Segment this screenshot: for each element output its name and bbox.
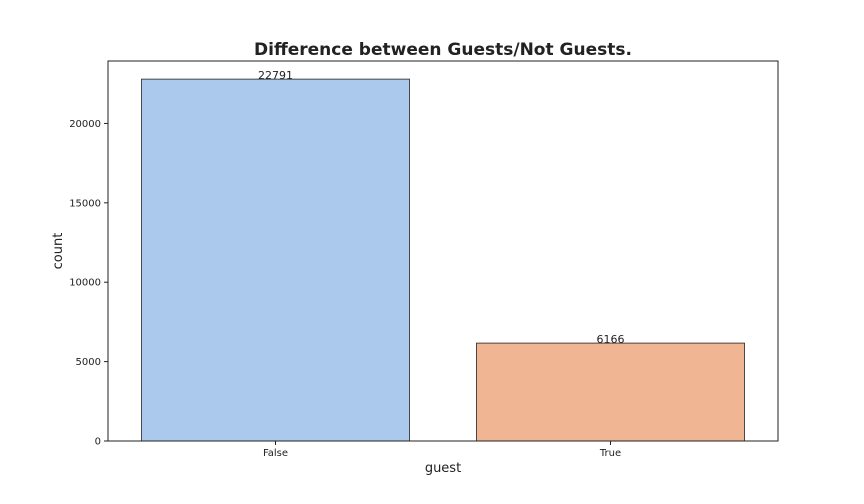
y-tick-label: 0 (95, 437, 101, 448)
x-tick-label: True (599, 448, 621, 459)
plot-frame (107, 60, 779, 442)
y-tick-label: 20000 (69, 119, 101, 130)
plot-area: 22791 False 6166 True 0 5000 10000 15000 20000 (69, 69, 745, 459)
y-tick-label: 10000 (69, 278, 101, 289)
x-tick-label: False (263, 448, 288, 459)
chart-title: Difference between Guests/Not Guests. (254, 40, 632, 60)
bar-false (141, 78, 410, 442)
y-tick-label: 15000 (69, 198, 101, 209)
x-axis-label: guest (425, 461, 461, 476)
bar-true (476, 342, 745, 442)
y-tick-label: 5000 (76, 357, 101, 368)
data-label-false: 22791 (258, 69, 293, 82)
y-axis-label: count (51, 233, 66, 270)
data-label-true: 6166 (597, 333, 625, 346)
